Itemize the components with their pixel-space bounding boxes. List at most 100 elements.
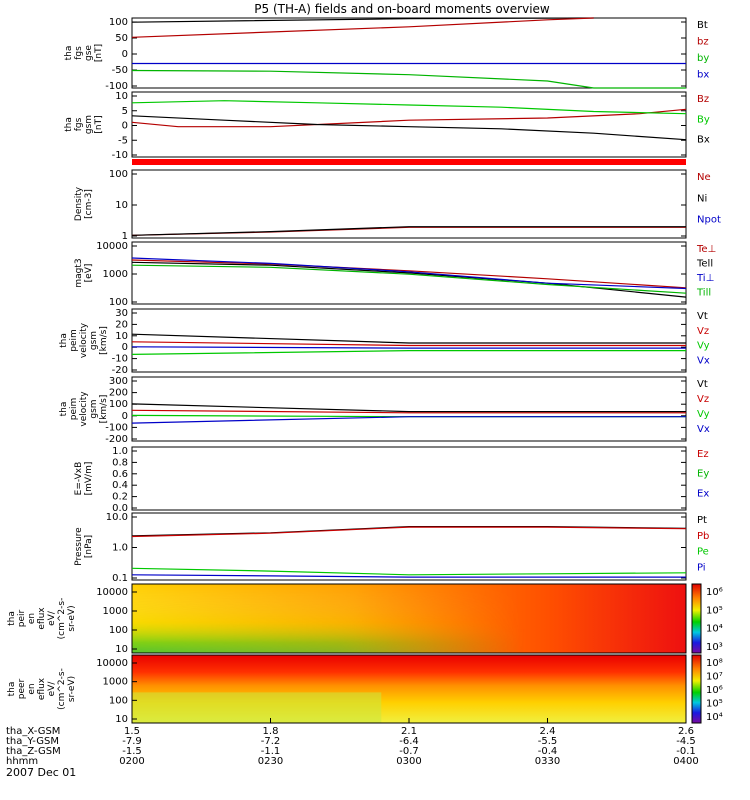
separator-bar: [132, 159, 686, 165]
legend-label: Te⊥: [696, 244, 716, 255]
panel-frame: [131, 169, 687, 239]
colorbar-tick-label: 10⁸: [706, 658, 723, 669]
y-tick-label: -100: [105, 422, 128, 433]
y-axis-label: tha: [64, 117, 74, 132]
y-tick-label: 0: [122, 411, 128, 422]
series-line-Pi: [131, 574, 686, 578]
y-axis-label: velocity: [79, 322, 89, 358]
y-tick-label: 100: [109, 399, 128, 410]
series-line-Till: [131, 264, 687, 294]
y-axis-label: [nT]: [94, 115, 104, 133]
legend-label: Pi: [697, 562, 706, 573]
x-row-value: -1.1: [261, 746, 281, 757]
legend-label: Vy: [697, 409, 710, 420]
y-tick-label: 100: [109, 17, 128, 28]
y-tick-label: -10: [112, 354, 128, 365]
y-tick-label: 10000: [96, 241, 128, 252]
series-line-Vt: [131, 403, 686, 413]
x-row-value: -5.5: [538, 736, 558, 747]
y-axis-label: gsm: [89, 399, 99, 418]
y-tick-label: 0: [122, 342, 128, 353]
colorbar-tick-label: 10⁷: [706, 672, 723, 683]
series-line-Ne: [131, 226, 686, 236]
legend-label: Pb: [697, 531, 709, 542]
x-row-value: -0.1: [676, 746, 696, 757]
legend-label: Pt: [697, 515, 707, 526]
y-axis-label: eV/: [47, 681, 57, 697]
y-axis-label: [km/s]: [99, 395, 109, 424]
y-axis-label: tha: [59, 333, 69, 348]
y-tick-label: -100: [105, 81, 128, 92]
panel-frame: [131, 241, 687, 305]
legend-label: Pe: [697, 547, 709, 558]
x-row-value: -1.5: [122, 746, 142, 757]
y-tick-label: 0.4: [112, 480, 128, 491]
y-axis-label: en: [27, 613, 37, 624]
colorbar: [691, 583, 702, 654]
legend-label: Bt: [697, 20, 708, 31]
y-axis-label: magt3: [74, 258, 84, 287]
y-axis-label: (cm^2-s-: [57, 668, 67, 710]
legend-label: Ti⊥: [696, 273, 714, 284]
legend-label: Ez: [697, 449, 709, 460]
y-tick-label: -5: [118, 135, 128, 146]
plot-title: P5 (TH-A) fields and on-board moments ov…: [254, 2, 550, 16]
y-tick-label: 0.2: [112, 492, 128, 503]
y-axis-label: [mV/m]: [84, 462, 94, 496]
x-row-value: 0330: [535, 756, 560, 767]
x-row-value: 2.1: [401, 726, 417, 737]
y-tick-label: 0: [122, 121, 128, 132]
legend-label: Ni: [697, 193, 707, 204]
y-tick-label: 1000: [103, 606, 128, 617]
legend-label: Vz: [697, 326, 709, 337]
y-tick-label: 0.6: [112, 469, 128, 480]
y-tick-label: 300: [109, 376, 128, 387]
x-row-value: 1.5: [124, 726, 140, 737]
x-row-label: tha_Y-GSM: [6, 736, 59, 747]
series-line-Pb: [131, 526, 687, 538]
y-axis-label: [nT]: [94, 44, 104, 62]
y-tick-label: 10: [115, 200, 128, 211]
y-axis-label: peim: [69, 398, 79, 421]
y-axis-label: peir: [17, 609, 27, 627]
x-row-value: 0230: [258, 756, 283, 767]
y-tick-label: 10000: [96, 587, 128, 598]
y-axis-label: [eV]: [84, 264, 94, 283]
y-axis-label: Pressure: [74, 527, 84, 566]
y-tick-label: 0.1: [112, 573, 128, 584]
y-tick-label: -20: [112, 365, 128, 376]
panel-frame: [131, 308, 687, 373]
spectrogram-low-energy: [132, 584, 686, 653]
panel-efield: 1.00.80.60.40.20.0 E=-VxB [mV/m] Ez Ey Ex: [74, 446, 709, 514]
colorbar-tick-label: 10⁶: [706, 685, 723, 696]
y-axis-label: peer: [17, 678, 27, 699]
y-tick-label: -10: [112, 150, 128, 161]
legend-label: Vx: [697, 355, 710, 366]
y-tick-label: 10: [115, 91, 128, 102]
y-tick-label: 10: [115, 714, 128, 725]
panel-fgs-gsm: 10 5 0 -5 -10 tha fgs gsm [nT] Bz By Bx: [64, 91, 710, 161]
x-row-value: 2.4: [540, 726, 556, 737]
y-tick-label: 50: [115, 33, 128, 44]
legend-label: bz: [697, 37, 709, 48]
panel-frame: [131, 446, 687, 511]
x-row-value: 0200: [119, 756, 144, 767]
x-axis-labels: tha_X-GSM 1.5 1.8 2.1 2.4 2.6 tha_Y-GSM -7.9 -7.…: [6, 718, 699, 767]
y-tick-label: 10: [115, 644, 128, 655]
legend-label: Npot: [697, 215, 721, 226]
series-line-Bx: [131, 115, 687, 141]
y-tick-label: 30: [115, 308, 128, 319]
y-tick-label: 20: [115, 319, 128, 330]
y-axis-label: eflux: [37, 607, 47, 630]
y-axis-label: tha: [7, 611, 17, 626]
panel-frame: [131, 512, 687, 581]
y-axis-label: en: [27, 683, 37, 694]
legend-label: Ex: [697, 488, 709, 499]
spectrogram-peir: 10000 1000 100 10 tha peir en eflux eV/(cm^2-s-s…: [7, 583, 723, 655]
y-axis-label: [km/s]: [99, 326, 109, 355]
spectrogram-overlay: [132, 584, 686, 653]
y-tick-label: 1000: [103, 269, 128, 280]
